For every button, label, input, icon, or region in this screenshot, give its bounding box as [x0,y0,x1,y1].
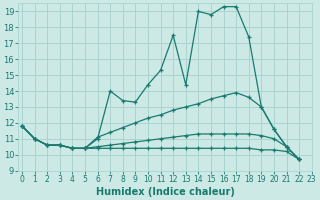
X-axis label: Humidex (Indice chaleur): Humidex (Indice chaleur) [96,187,235,197]
